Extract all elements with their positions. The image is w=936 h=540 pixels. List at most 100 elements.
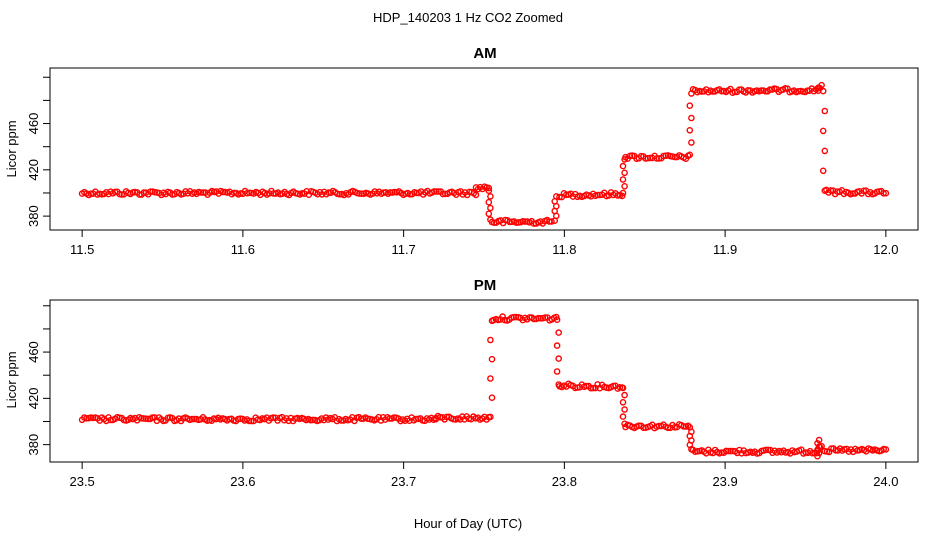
transition-points — [485, 187, 494, 223]
data-point — [688, 114, 695, 122]
data-point — [555, 355, 563, 362]
y-axis-label: Licor ppm — [4, 120, 19, 177]
data-point — [487, 336, 494, 344]
data-point — [553, 316, 561, 324]
panel-pm: PM Licor ppm 23.5 23.6 23.7 23.8 23.9 24.0 380… — [4, 277, 919, 489]
data-point — [485, 184, 493, 192]
data-point — [819, 167, 827, 175]
y-tick-label: 460 — [26, 113, 41, 135]
data-point — [485, 210, 493, 218]
data-point — [815, 449, 823, 457]
data-point — [815, 436, 823, 444]
data-segment — [490, 313, 560, 324]
data-point — [686, 102, 694, 109]
data-segment — [78, 187, 480, 199]
x-tick-label: 11.7 — [391, 242, 415, 257]
data-point — [619, 398, 627, 406]
data-point — [621, 391, 628, 399]
data-point — [621, 182, 628, 190]
figure-title: HDP_140203 1 Hz CO2 Zoomed — [373, 10, 563, 25]
data-point — [821, 187, 829, 194]
x-tick-label: 24.0 — [873, 474, 898, 489]
data-point — [553, 193, 560, 200]
data-segment — [823, 186, 890, 198]
x-tick-label: 12.0 — [873, 242, 898, 257]
transition-points — [686, 90, 695, 159]
plot-frame — [49, 67, 919, 231]
data-point — [245, 417, 253, 425]
plot-frame — [49, 299, 919, 463]
data-segment — [432, 412, 493, 423]
data-point — [621, 420, 628, 428]
data-point — [472, 191, 480, 199]
data-point — [197, 189, 205, 196]
data-point — [553, 368, 561, 375]
data-point — [356, 190, 363, 197]
transition-points — [619, 156, 628, 197]
data-point — [589, 384, 597, 392]
data-segment — [821, 445, 890, 456]
transition-points — [619, 384, 628, 428]
data-point — [819, 87, 827, 95]
data-point — [521, 218, 529, 225]
data-point — [619, 384, 627, 392]
data-point — [762, 446, 770, 454]
data-segment — [622, 152, 692, 162]
data-point — [722, 447, 730, 455]
data-point — [819, 127, 827, 135]
data-segment — [488, 216, 555, 227]
data-segment — [689, 85, 822, 96]
y-tick-label: 380 — [26, 205, 41, 227]
data-point — [688, 90, 695, 97]
x-tick-label: 11.8 — [552, 242, 576, 257]
data-segment — [815, 81, 825, 92]
data-point — [621, 406, 628, 413]
x-axis-label: Hour of Day (UTC) — [414, 516, 522, 531]
data-point — [621, 156, 628, 163]
data-point — [821, 147, 829, 155]
y-tick-label: 460 — [26, 341, 41, 363]
data-segment — [689, 446, 821, 457]
x-tick-label: 23.8 — [552, 474, 577, 489]
data-point — [619, 162, 627, 170]
x-tick-label: 23.9 — [712, 474, 737, 489]
data-point — [487, 413, 494, 421]
data-segment — [556, 189, 626, 201]
transition-points — [551, 193, 560, 224]
x-tick-label: 11.5 — [70, 242, 94, 257]
x-tick-label: 23.5 — [69, 474, 94, 489]
plot-area: 23.5 23.6 23.7 23.8 23.9 24.0 380 420 460 — [26, 299, 919, 489]
data-point — [487, 375, 494, 382]
data-segment — [78, 413, 440, 425]
data-point — [640, 424, 647, 432]
data-point — [147, 188, 154, 195]
data-point — [814, 439, 821, 447]
data-point — [430, 188, 438, 195]
data-point — [487, 204, 494, 212]
y-axis-label: Licor ppm — [4, 351, 19, 408]
data-point — [664, 424, 672, 432]
x-tick-label: 23.6 — [230, 474, 255, 489]
data-point — [725, 447, 732, 455]
data-point — [433, 188, 440, 195]
transition-points — [686, 423, 695, 453]
data-point — [535, 314, 542, 322]
panel-title: PM — [474, 277, 497, 294]
x-tick-label: 23.7 — [391, 474, 416, 489]
x-tick-label: 11.9 — [713, 242, 737, 257]
data-point — [815, 443, 823, 450]
data-point — [555, 381, 563, 388]
data-point — [619, 189, 627, 197]
data-point — [412, 415, 420, 423]
data-point — [487, 193, 494, 200]
data-point — [882, 189, 890, 197]
data-point — [880, 189, 887, 197]
data-point — [821, 107, 829, 115]
y-tick-label: 420 — [26, 388, 41, 410]
data-point — [488, 317, 496, 325]
data-point — [814, 446, 821, 454]
data-point — [219, 188, 227, 196]
data-point — [487, 216, 494, 223]
transition-points — [553, 316, 563, 388]
